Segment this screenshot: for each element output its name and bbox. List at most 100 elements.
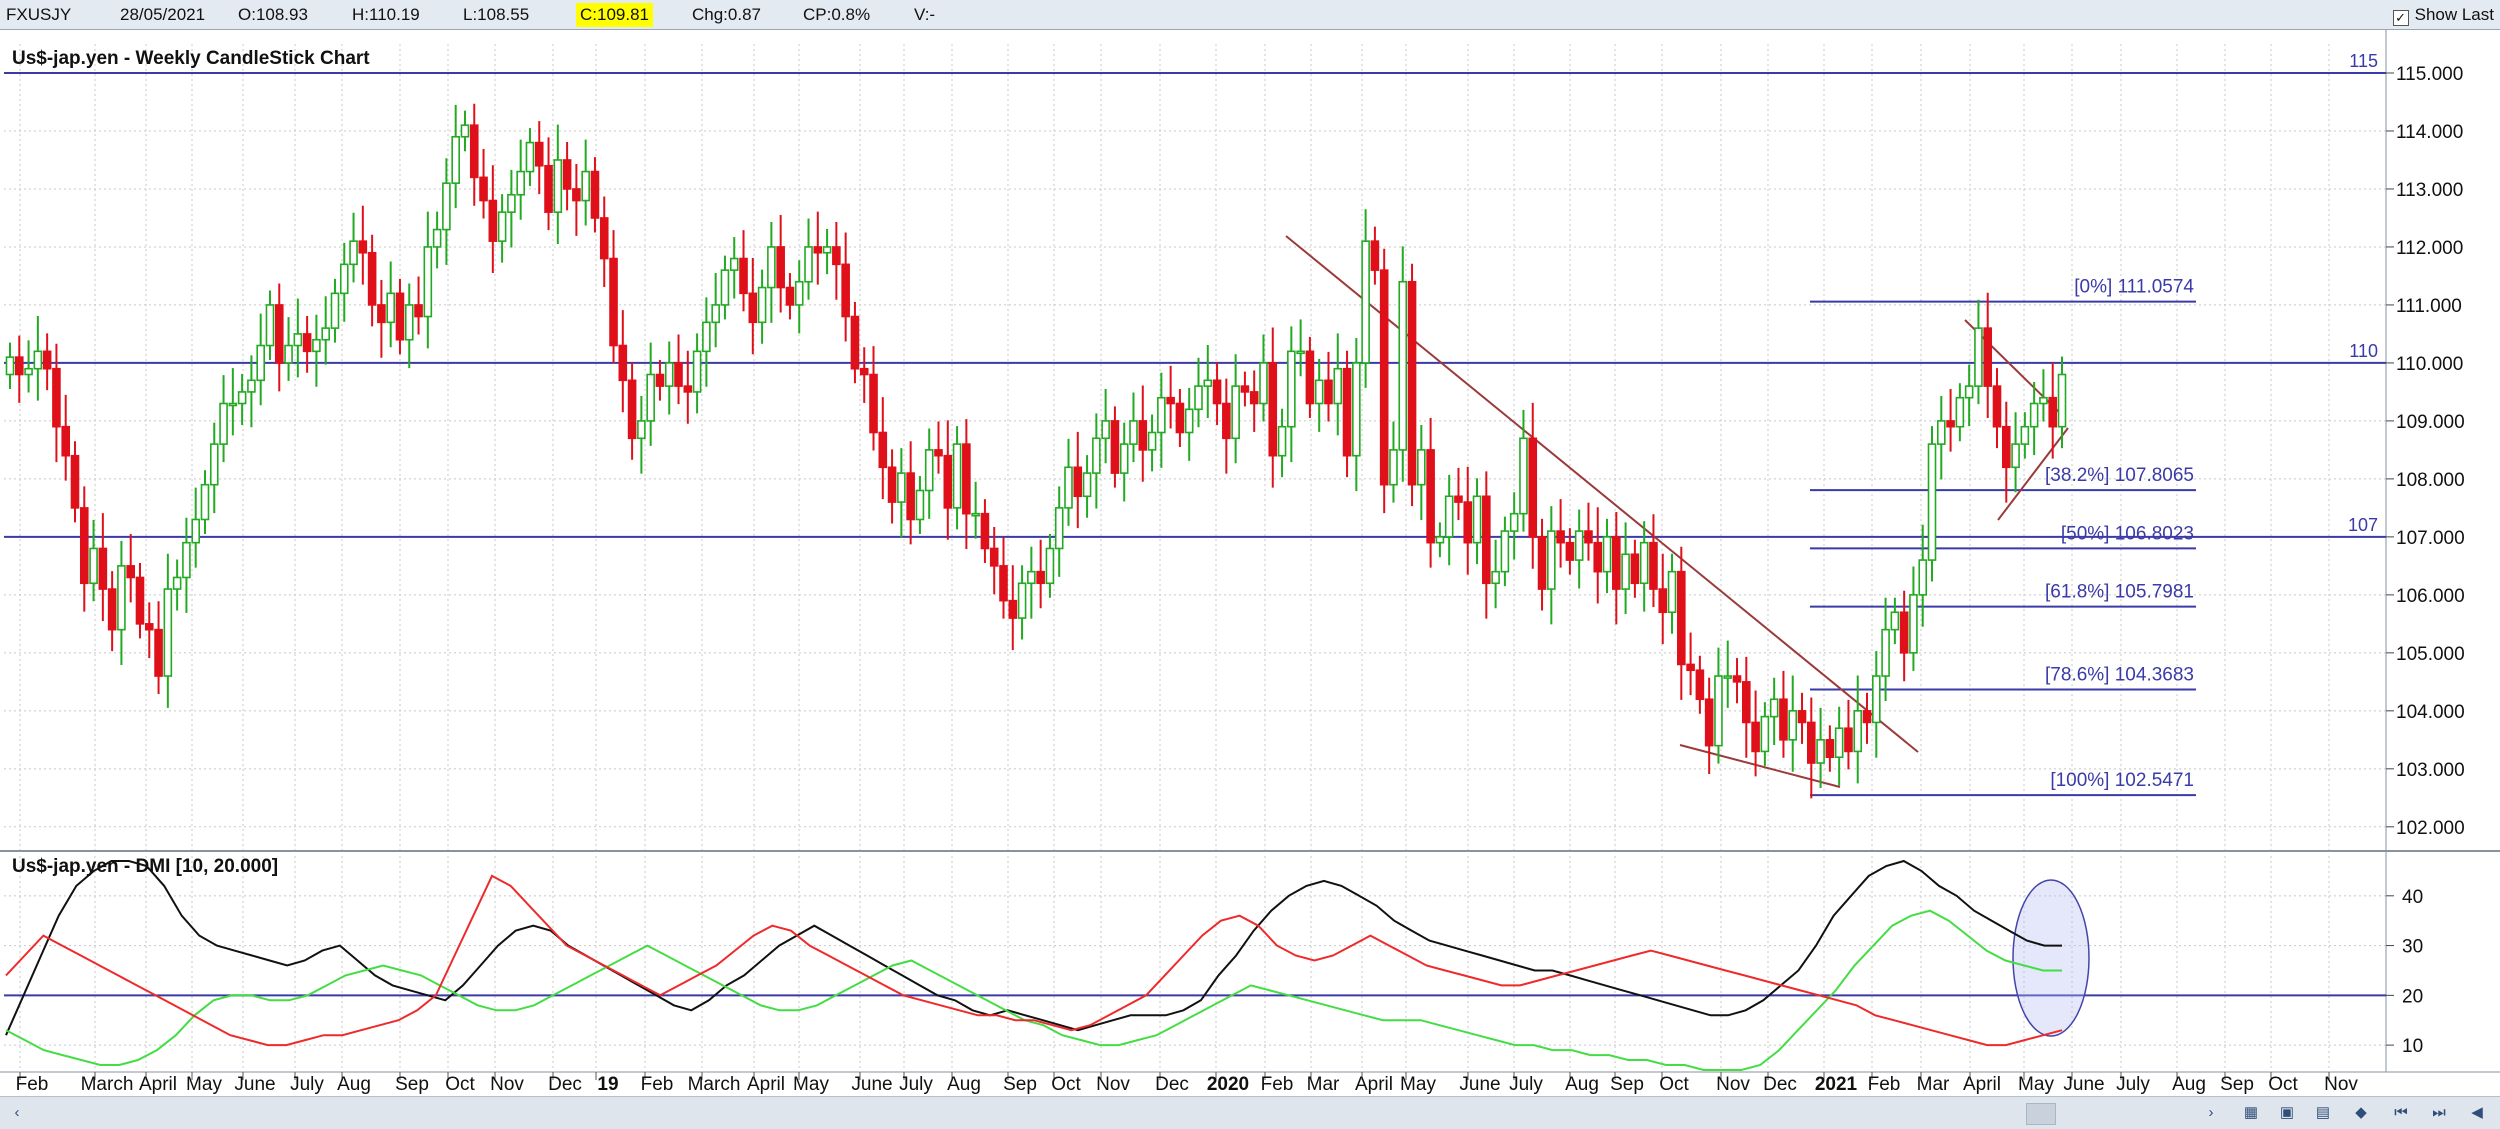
x-tick-label: 19 xyxy=(597,1074,618,1095)
step-back-icon[interactable]: ◀ xyxy=(2471,1104,2483,1121)
candle-body xyxy=(813,246,823,254)
candle-body xyxy=(1082,472,1092,498)
x-tick-label: June xyxy=(1459,1074,1500,1095)
candle-body xyxy=(1110,420,1120,474)
candle-body xyxy=(1853,710,1863,753)
scroll-right-icon[interactable]: › xyxy=(2208,1104,2214,1121)
jump-start-icon[interactable]: ⏮ xyxy=(2394,1104,2408,1121)
x-tick-label: June xyxy=(851,1074,892,1095)
candle-body xyxy=(1704,698,1714,747)
candle-body xyxy=(1844,727,1853,753)
candle-body xyxy=(943,454,953,509)
scroll-left-icon[interactable]: ‹ xyxy=(14,1104,20,1121)
x-tick-label: May xyxy=(793,1074,829,1095)
level-label: 110 xyxy=(2349,341,2378,361)
candle-body xyxy=(794,280,804,306)
candle-body xyxy=(1927,443,1937,561)
x-tick-label: Oct xyxy=(445,1074,475,1095)
candle-body xyxy=(1584,530,1593,544)
candle-body xyxy=(2039,396,2048,405)
x-tick-label: Mar xyxy=(1917,1074,1950,1095)
x-tick-label: Dec xyxy=(1155,1074,1189,1095)
scrollbar-thumb[interactable] xyxy=(2026,1103,2056,1125)
candle-body xyxy=(2011,443,2020,469)
x-tick-label: May xyxy=(2018,1074,2054,1095)
candle-body xyxy=(1184,408,1194,434)
x-tick-label: Feb xyxy=(1261,1074,1294,1095)
candle-body xyxy=(182,541,191,579)
trend-line xyxy=(1997,427,2069,521)
zoom-in-icon[interactable]: ▤ xyxy=(2315,1104,2331,1121)
candle-body xyxy=(1352,362,1361,457)
candle-body xyxy=(1621,553,1630,590)
x-tick-label: Aug xyxy=(947,1074,981,1095)
candle-body xyxy=(1797,710,1807,724)
x-tick-label: July xyxy=(1509,1074,1543,1095)
candle-body xyxy=(664,362,674,387)
y-tick-label: 103.000 xyxy=(2396,760,2465,781)
show-last-checkbox[interactable]: ✓ Show Last xyxy=(2392,0,2494,30)
candle-body xyxy=(1036,570,1045,585)
candle-body xyxy=(609,257,618,347)
candle-body xyxy=(711,304,720,324)
x-tick-label: April xyxy=(1355,1074,1393,1095)
candle-body xyxy=(887,466,897,503)
candle-body xyxy=(1166,396,1175,405)
candle-body xyxy=(1444,495,1454,538)
chart-type-icon[interactable]: ▦ xyxy=(2243,1104,2259,1121)
candle-body xyxy=(1342,367,1352,457)
candle-body xyxy=(1472,495,1482,544)
candle-body xyxy=(1454,495,1463,503)
x-tick-label: Nov xyxy=(490,1074,524,1095)
compress-icon[interactable]: ◆ xyxy=(2355,1104,2367,1121)
zoom-out-icon[interactable]: ▣ xyxy=(2279,1104,2295,1121)
x-tick-label: Oct xyxy=(2268,1074,2298,1095)
candle-body xyxy=(1222,402,1231,440)
x-tick-label: July xyxy=(899,1074,933,1095)
candle-body xyxy=(1407,280,1417,486)
candle-body xyxy=(1147,431,1157,451)
candle-body xyxy=(2029,402,2039,428)
candle-body xyxy=(804,246,813,283)
fibonacci-label: [50%] 106.8023 xyxy=(2061,523,2194,544)
candle-body xyxy=(646,373,655,422)
close-label: C:109.81 xyxy=(576,3,653,27)
candle-body xyxy=(1918,559,1928,596)
y-tick-label: 30 xyxy=(2402,937,2423,958)
candle-body xyxy=(1547,530,1556,590)
x-tick-label: April xyxy=(1963,1074,2001,1095)
x-tick-label: Nov xyxy=(1096,1074,1130,1095)
high-label: H:110.19 xyxy=(352,5,420,24)
chart-canvas: 115 110 107 [0%] 111.0574 [38.2%] 107.8065 [… xyxy=(0,30,2500,1095)
candle-body xyxy=(89,547,98,585)
candle-body xyxy=(191,518,201,544)
candle-body xyxy=(674,362,683,387)
trend-line xyxy=(1285,235,1919,753)
candle-body xyxy=(952,443,962,509)
candle-body xyxy=(5,356,15,376)
candle-body xyxy=(330,292,340,329)
candle-body xyxy=(126,565,136,579)
candle-body xyxy=(739,257,748,295)
candle-body xyxy=(980,512,990,550)
candle-body xyxy=(61,425,71,457)
candle-body xyxy=(1816,739,1825,764)
dmi-title: Us$-jap.yen - DMI [10, 20.000] xyxy=(12,856,278,877)
candle-body xyxy=(869,373,878,434)
candle-body xyxy=(757,286,767,324)
candle-body xyxy=(590,170,600,219)
candle-body xyxy=(1742,681,1751,724)
candle-body xyxy=(1333,367,1343,405)
candle-body xyxy=(1807,721,1816,764)
candle-body xyxy=(414,304,423,318)
candle-body xyxy=(1417,449,1426,486)
candle-body xyxy=(1649,541,1658,590)
candle-body xyxy=(1677,570,1686,666)
candle-body xyxy=(1008,599,1018,619)
candle-body xyxy=(702,321,711,353)
fibonacci-label: [78.6%] 104.3683 xyxy=(2045,664,2194,685)
candle-body xyxy=(841,263,850,318)
candle-body xyxy=(516,170,525,196)
candle-body xyxy=(1249,391,1259,405)
jump-end-icon[interactable]: ⏭ xyxy=(2432,1104,2446,1121)
